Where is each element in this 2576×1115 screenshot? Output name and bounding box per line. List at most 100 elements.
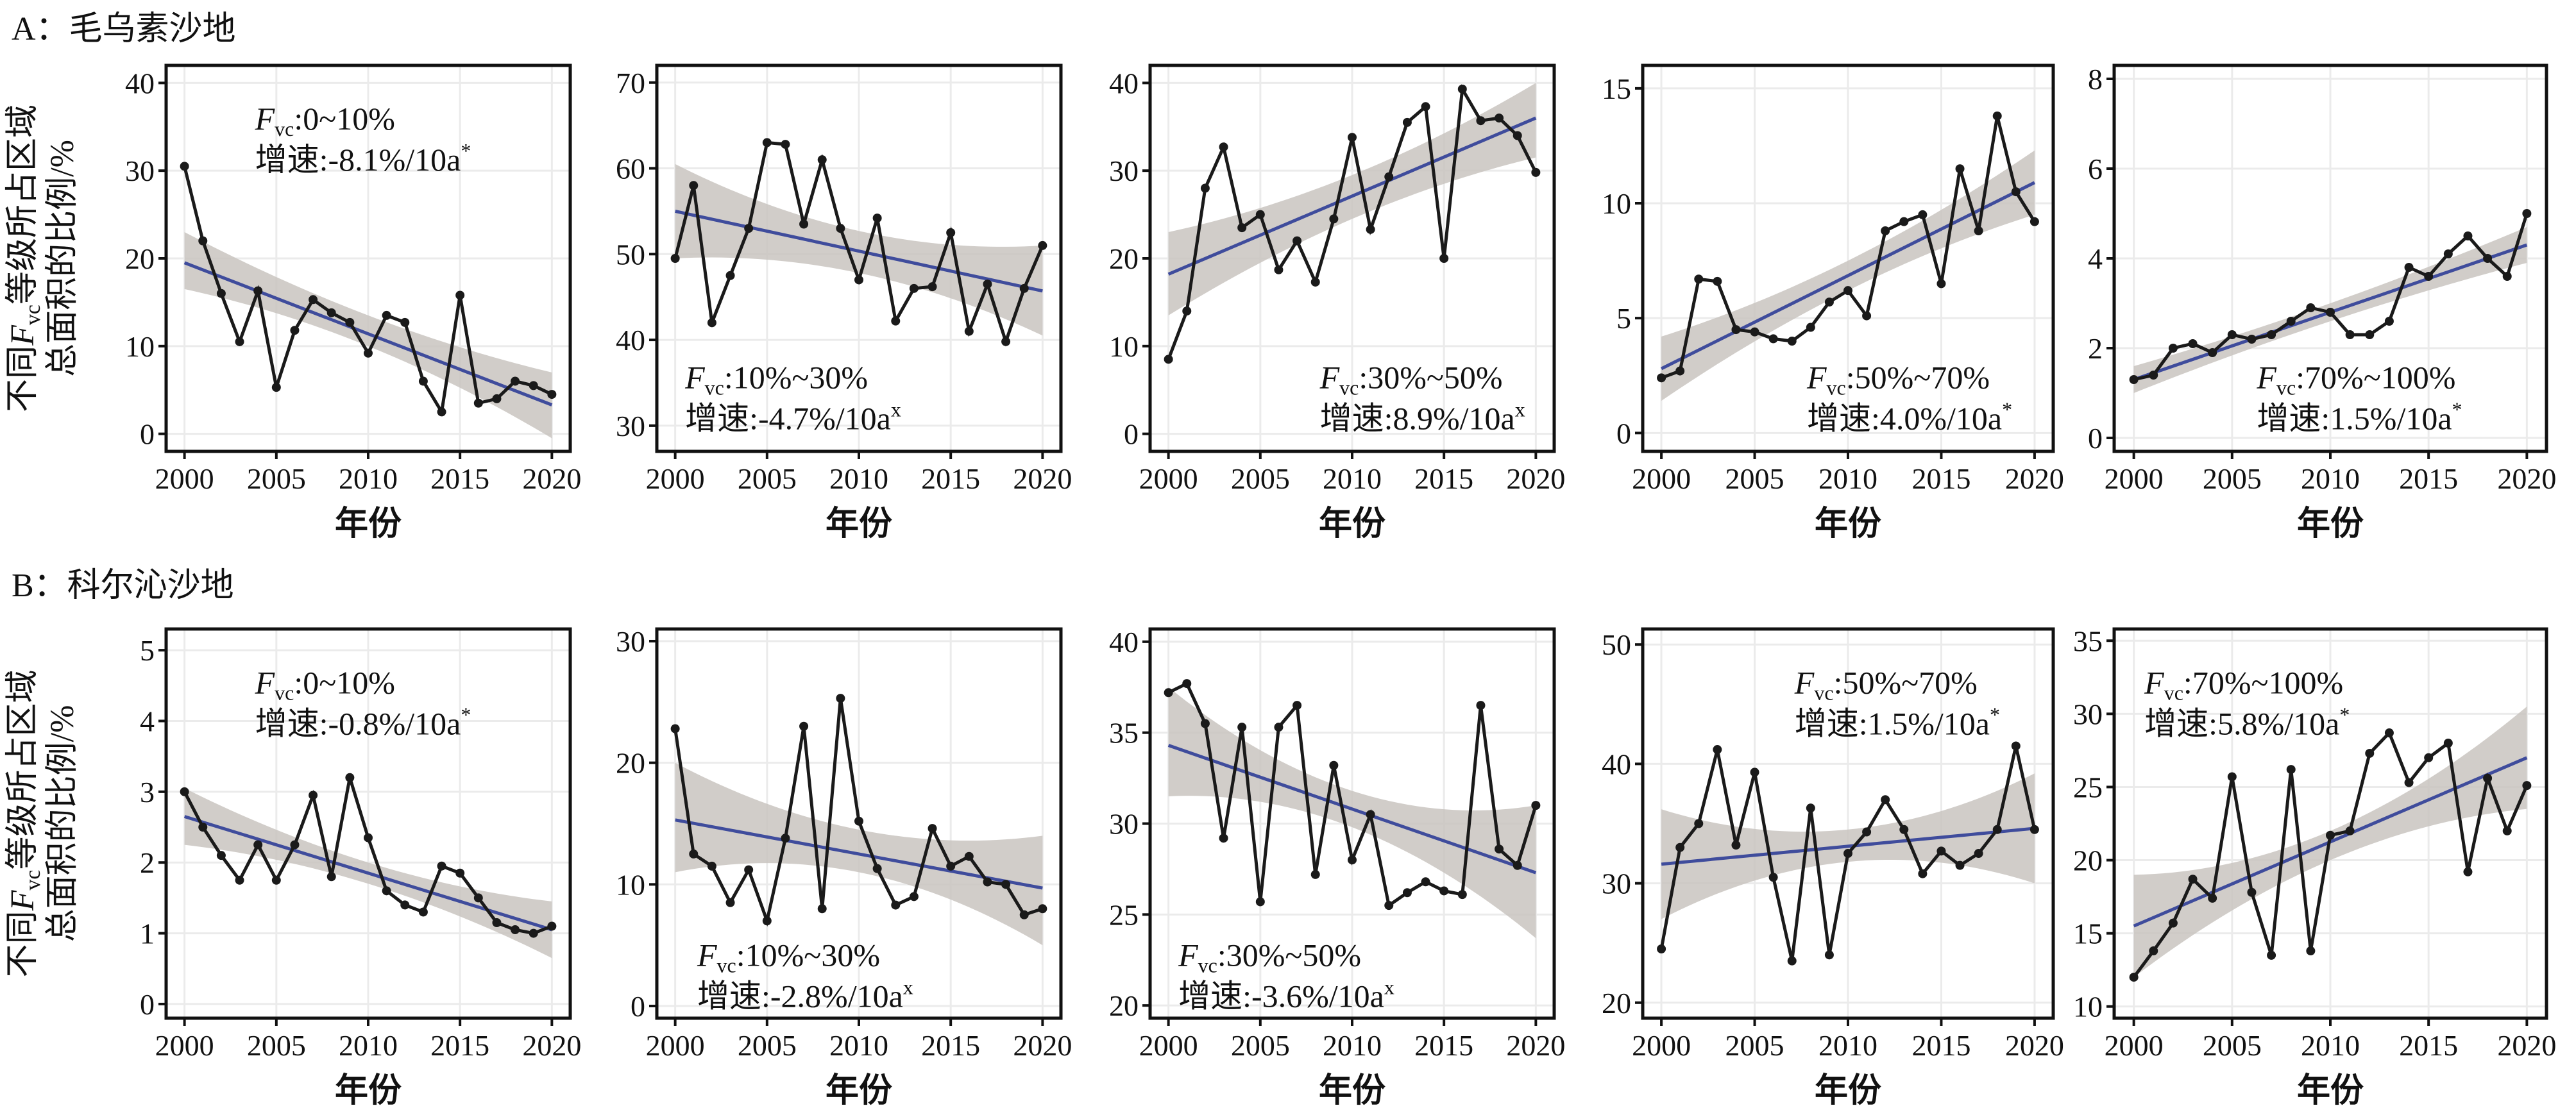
- trend-line: [183, 261, 553, 407]
- data-point: [1164, 355, 1173, 364]
- annotation-rate: 增速:-3.6%/10ax: [1178, 976, 1394, 1014]
- data-point: [1657, 373, 1666, 383]
- x-tick-label: 2020: [2005, 1029, 2064, 1062]
- data-point: [1513, 860, 1522, 870]
- data-point: [364, 348, 373, 358]
- data-point: [547, 390, 557, 399]
- annotation-range: Fvc:50%~70%: [1794, 665, 1978, 705]
- data-point: [1974, 226, 1983, 235]
- data-point: [2247, 887, 2257, 897]
- data-point: [1402, 117, 1412, 127]
- y-tick-label: 50: [616, 238, 645, 271]
- data-point: [1992, 111, 2002, 121]
- data-point: [744, 224, 754, 233]
- annotation-subscript: vc: [705, 376, 724, 399]
- data-point: [1899, 217, 1909, 226]
- data-point: [2306, 303, 2316, 312]
- trend-line: [675, 209, 1043, 293]
- plot-frame: [1641, 63, 2055, 453]
- data-point: [2404, 778, 2414, 787]
- y-tick-label: 20: [1109, 242, 1139, 275]
- x-tick-label: 2010: [1818, 1029, 1877, 1062]
- data-point: [2483, 773, 2493, 783]
- data-point: [2345, 330, 2355, 339]
- trend-line: [1167, 744, 1537, 875]
- data-point: [400, 900, 410, 910]
- annotation-symbol: F: [255, 101, 275, 137]
- y-tick-label: 40: [1109, 626, 1139, 658]
- y-tick-label: 10: [1109, 330, 1139, 363]
- data-point: [1038, 240, 1047, 250]
- data-point: [1182, 306, 1192, 316]
- data-point: [1694, 274, 1704, 284]
- data-point: [891, 900, 901, 910]
- x-tick-label: 2005: [1231, 462, 1290, 495]
- data-point: [253, 840, 263, 850]
- x-tick-label: 2005: [1725, 1029, 1784, 1062]
- y-tick-label: 20: [2073, 844, 2103, 877]
- data-point: [326, 872, 336, 882]
- y-tick-label: 60: [616, 153, 645, 185]
- data-point: [1513, 131, 1522, 140]
- annotation-rate: 增速:-0.8%/10a*: [255, 703, 471, 742]
- x-tick-label: 2020: [2497, 1029, 2556, 1062]
- y-tick-label: 15: [1602, 72, 1631, 105]
- x-tick-label: 2010: [339, 1029, 398, 1062]
- y-tick-label: 20: [1109, 989, 1139, 1022]
- annotation-text: 增速:8.9%/10a: [1320, 401, 1515, 437]
- y-tick-label: 0: [1124, 418, 1139, 451]
- x-axis-label: 年份: [826, 505, 892, 542]
- y-tick-label: 30: [1109, 808, 1139, 841]
- data-point: [364, 833, 373, 843]
- data-point: [2306, 946, 2316, 956]
- annotation-significance: *: [2339, 703, 2350, 726]
- x-axis-label: 年份: [2297, 505, 2364, 542]
- data-point: [1899, 825, 1909, 834]
- data-point: [1843, 849, 1852, 859]
- y-tick-label: 20: [125, 242, 155, 275]
- data-point: [1918, 210, 1928, 219]
- data-point: [326, 308, 336, 317]
- data-point: [473, 398, 483, 408]
- data-point: [1713, 745, 1722, 755]
- data-point: [2463, 867, 2473, 876]
- y-axis-label: 不同Fvc等级所占区域: [4, 670, 45, 978]
- annotation-text: :30%~50%: [1359, 360, 1502, 396]
- data-point: [1310, 869, 1320, 879]
- data-point: [781, 140, 790, 149]
- y-tick-label: 8: [2088, 63, 2103, 96]
- y-tick-label: 10: [616, 868, 645, 901]
- annotation-rate: 增速:1.5%/10a*: [1795, 703, 2000, 742]
- data-point: [1531, 801, 1541, 810]
- annotation-significance: *: [461, 703, 471, 726]
- data-point: [1824, 950, 1834, 960]
- data-point: [400, 317, 410, 327]
- x-tick-label: 2020: [522, 1029, 581, 1062]
- data-point: [1955, 164, 1965, 174]
- data-point: [455, 290, 465, 300]
- x-axis-label: 年份: [826, 1072, 892, 1109]
- data-point: [1329, 760, 1339, 770]
- annotation-text: 增速:4.0%/10a: [1807, 401, 2002, 437]
- data-point: [1731, 841, 1741, 850]
- y-tick-label: 35: [1109, 717, 1139, 750]
- data-point: [1038, 904, 1047, 914]
- data-point: [1713, 276, 1722, 286]
- x-tick-label: 2010: [1323, 462, 1382, 495]
- data-point: [1750, 767, 1759, 777]
- annotation-symbol: F: [2256, 360, 2276, 396]
- data-point: [529, 928, 538, 938]
- annotation-symbol: F: [684, 360, 705, 396]
- data-point: [1019, 910, 1029, 919]
- x-tick-label: 2005: [738, 462, 797, 495]
- y-label-text: 等级所占区域: [4, 105, 41, 305]
- data-point: [1862, 827, 1872, 837]
- x-tick-label: 2015: [2399, 462, 2458, 495]
- y-tick-label: 40: [616, 324, 645, 356]
- data-point: [1421, 877, 1430, 887]
- annotation-text: 增速:5.8%/10a: [2144, 706, 2339, 742]
- data-point: [744, 865, 754, 875]
- y-label-subscript: vc: [21, 305, 45, 325]
- group-title: B：科尔沁沙地: [12, 567, 234, 604]
